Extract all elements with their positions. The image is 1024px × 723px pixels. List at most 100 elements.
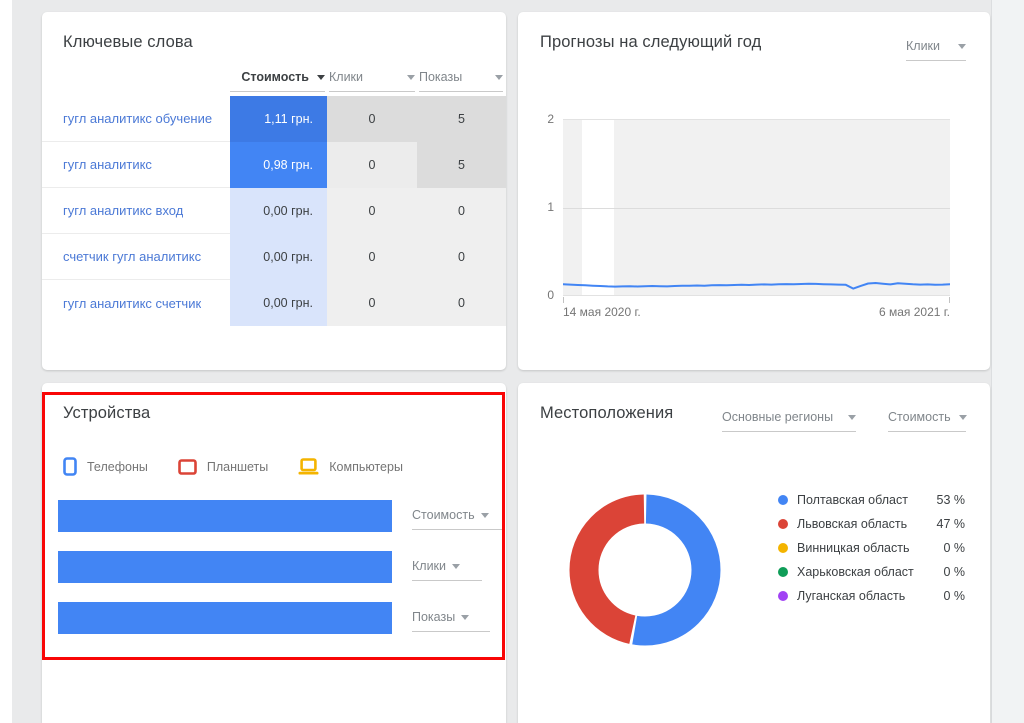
donut-segment[interactable] — [569, 494, 721, 646]
chevron-down-icon — [461, 614, 470, 620]
locations-legend-row[interactable]: Харьковская област 0 % — [778, 560, 965, 584]
keyword-link[interactable]: гугл аналитикс — [63, 157, 152, 172]
keyword-cell: гугл аналитикс обучение — [42, 96, 230, 142]
clicks-cell: 0 — [327, 188, 417, 234]
locations-legend-row[interactable]: Полтавская област 53 % — [778, 488, 965, 512]
devices-legend-item[interactable]: Планшеты — [178, 458, 269, 475]
legend-dot-icon — [778, 543, 788, 553]
chevron-down-icon — [848, 414, 856, 420]
cost-cell: 0,00 грн. — [230, 188, 327, 234]
legend-dot-icon — [778, 519, 788, 529]
region-label: Винницкая область — [797, 541, 910, 555]
forecast-series-line — [563, 282, 950, 290]
clicks-cell: 0 — [327, 234, 417, 280]
chevron-down-icon — [480, 512, 489, 518]
keywords-table-header: Стоимость Клики Показы — [42, 70, 506, 96]
devices-legend-item[interactable]: Телефоны — [63, 457, 148, 476]
table-row: гугл аналитикс 0,98 грн. 0 5 — [42, 142, 506, 188]
devices-card-title: Устройства — [63, 404, 151, 422]
impressions-cell: 0 — [417, 234, 506, 280]
locations-legend-row[interactable]: Винницкая область 0 % — [778, 536, 965, 560]
chevron-down-icon — [407, 74, 415, 80]
table-row: счетчик гугл аналитикс 0,00 грн. 0 0 — [42, 234, 506, 280]
chevron-down-icon — [958, 414, 967, 420]
devices-legend-label: Телефоны — [87, 459, 148, 474]
y-axis-tick-label: 0 — [547, 288, 554, 302]
cost-cell: 0,00 грн. — [230, 234, 327, 280]
devices-impressions-select[interactable]: Показы — [412, 610, 490, 632]
x-axis-tick — [563, 297, 564, 303]
keyword-cell: гугл аналитикс счетчик — [42, 280, 230, 326]
region-label: Харьковская област — [797, 565, 914, 579]
gridline — [563, 208, 950, 209]
donut-segment[interactable] — [569, 494, 721, 646]
keywords-card-title: Ключевые слова — [63, 33, 193, 51]
cost-bar[interactable] — [58, 500, 392, 532]
locations-legend-row[interactable]: Луганская область 0 % — [778, 584, 965, 608]
clicks-column-select[interactable]: Клики — [329, 70, 415, 92]
impressions-cell: 5 — [417, 96, 506, 142]
clicks-column-label: Клики — [329, 70, 364, 84]
laptop-icon — [298, 458, 319, 475]
keyword-link[interactable]: счетчик гугл аналитикс — [63, 249, 202, 264]
keyword-link[interactable]: гугл аналитикс обучение — [63, 111, 213, 126]
keyword-cell: гугл аналитикс вход — [42, 188, 230, 234]
forecast-card-title: Прогнозы на следующий год — [540, 33, 762, 51]
impressions-column-select[interactable]: Показы — [419, 70, 503, 92]
cost-column-select[interactable]: Стоимость — [230, 70, 325, 92]
devices-clicks-select-label: Клики — [412, 559, 447, 573]
forecast-card: Прогнозы на следующий год Клики 2 1 0 14… — [518, 12, 990, 370]
devices-impressions-select-label: Показы — [412, 610, 456, 624]
regions-select[interactable]: Основные регионы — [722, 410, 856, 432]
locations-metric-select[interactable]: Стоимость — [888, 410, 967, 432]
impressions-cell: 0 — [417, 280, 506, 326]
devices-cost-select-label: Стоимость — [412, 508, 475, 522]
legend-dot-icon — [778, 591, 788, 601]
clicks-bar[interactable] — [58, 551, 392, 583]
y-axis-tick-label: 1 — [547, 200, 554, 214]
devices-legend: Телефоны Планшеты Компьютеры — [63, 457, 433, 476]
keywords-card: Ключевые слова Стоимость Клики Показы гу… — [42, 12, 506, 370]
y-axis-tick-label: 2 — [547, 112, 554, 126]
tablet-icon — [178, 458, 197, 475]
region-label: Луганская область — [797, 589, 906, 603]
cost-cell: 0,98 грн. — [230, 142, 327, 188]
keywords-table-body: гугл аналитикс обучение 1,11 грн. 0 5 гу… — [42, 96, 506, 326]
forecast-plot-area — [563, 119, 950, 296]
locations-donut-chart — [569, 494, 721, 646]
regions-select-label: Основные регионы — [722, 410, 834, 424]
locations-metric-select-label: Стоимость — [888, 410, 951, 424]
devices-clicks-select[interactable]: Клики — [412, 559, 482, 581]
forecast-metric-select[interactable]: Клики — [906, 39, 966, 61]
chevron-down-icon — [495, 74, 503, 80]
region-value: 0 % — [943, 541, 965, 555]
devices-cost-select[interactable]: Стоимость — [412, 508, 504, 530]
devices-card: Устройства Телефоны Планшеты Компьютеры Ст… — [42, 383, 506, 723]
cost-cell: 0,00 грн. — [230, 280, 327, 326]
chevron-down-icon — [958, 43, 966, 49]
legend-dot-icon — [778, 567, 788, 577]
legend-dot-icon — [778, 495, 788, 505]
right-gutter — [991, 0, 1024, 723]
chevron-down-icon — [452, 563, 461, 569]
region-value: 0 % — [943, 565, 965, 579]
locations-legend-row[interactable]: Львовская область 47 % — [778, 512, 965, 536]
table-row: гугл аналитикс вход 0,00 грн. 0 0 — [42, 188, 506, 234]
cost-column-label: Стоимость — [241, 70, 309, 84]
keyword-cell: счетчик гугл аналитикс — [42, 234, 230, 280]
keyword-link[interactable]: гугл аналитикс вход — [63, 203, 184, 218]
forecast-metric-label: Клики — [906, 39, 941, 53]
plot-highlight-band — [581, 120, 615, 295]
devices-legend-label: Компьютеры — [329, 459, 403, 474]
keyword-link[interactable]: гугл аналитикс счетчик — [63, 295, 202, 311]
clicks-cell: 0 — [327, 96, 417, 142]
region-value: 0 % — [943, 589, 965, 603]
table-row: гугл аналитикс обучение 1,11 грн. 0 5 — [42, 96, 506, 142]
impressions-bar[interactable] — [58, 602, 392, 634]
impressions-cell: 0 — [417, 188, 506, 234]
phone-icon — [63, 457, 77, 476]
devices-legend-item[interactable]: Компьютеры — [298, 458, 403, 475]
x-axis-tick — [949, 297, 950, 303]
devices-legend-label: Планшеты — [206, 459, 269, 474]
